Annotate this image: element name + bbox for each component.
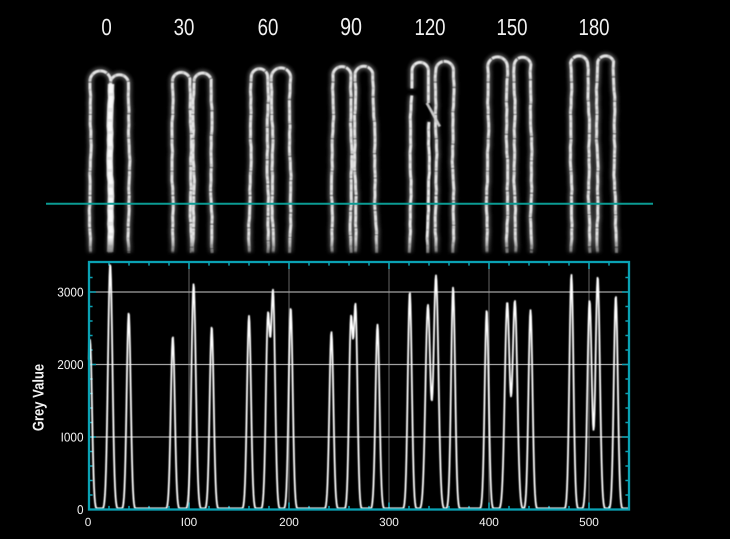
svg-text:180: 180 — [578, 14, 609, 40]
svg-text:0: 0 — [101, 14, 111, 40]
svg-text:60: 60 — [258, 14, 279, 40]
svg-text:0: 0 — [85, 515, 92, 529]
svg-text:30: 30 — [174, 14, 195, 40]
svg-text:400: 400 — [479, 515, 499, 529]
svg-text:I00: I00 — [181, 515, 198, 529]
svg-text:500: 500 — [579, 515, 599, 529]
svg-text:I000: I000 — [61, 429, 84, 444]
svg-text:2000: 2000 — [57, 357, 83, 372]
svg-text:3000: 3000 — [57, 284, 83, 299]
svg-text:Grey Value: Grey Value — [31, 364, 48, 432]
svg-text:300: 300 — [379, 515, 399, 529]
svg-text:0: 0 — [77, 502, 84, 517]
svg-text:200: 200 — [279, 515, 299, 529]
svg-text:120: 120 — [414, 14, 445, 40]
svg-text:90: 90 — [340, 14, 362, 41]
svg-text:150: 150 — [496, 14, 527, 40]
